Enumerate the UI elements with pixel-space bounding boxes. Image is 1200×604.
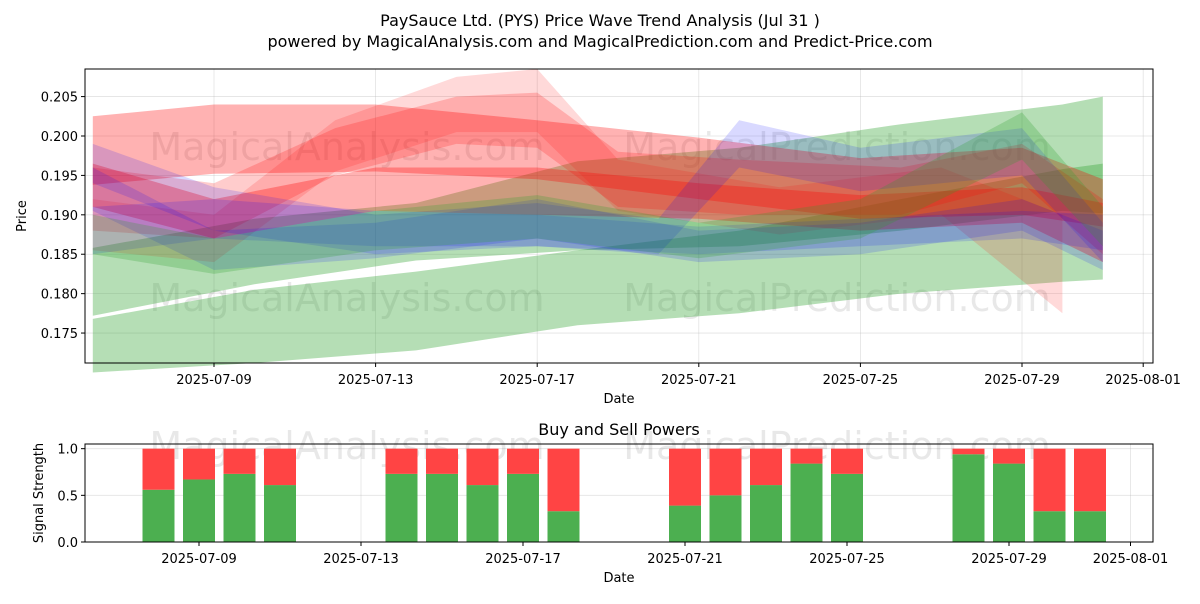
watermark-text: MagicalPrediction.com	[623, 276, 1051, 320]
chart-subtitle: powered by MagicalAnalysis.com and Magic…	[267, 32, 932, 51]
sell-power-bar	[507, 448, 539, 474]
watermark-text: MagicalPrediction.com	[623, 125, 1051, 169]
sell-power-bar	[952, 448, 985, 455]
price-y-tick-label: 0.200	[41, 130, 78, 145]
signal-x-tick-label: 2025-07-09	[161, 552, 237, 567]
price-panel: MagicalAnalysis.com MagicalPrediction.com…	[15, 68, 1181, 407]
buy-power-bar	[669, 505, 701, 542]
price-y-tick-label: 0.175	[41, 327, 78, 342]
sell-power-bar	[993, 448, 1025, 464]
price-wave-band-blue	[92, 167, 1103, 270]
signal-x-ticks: 2025-07-09 2025-07-13 2025-07-17 2025-07-21…	[161, 542, 1168, 567]
price-wave-band-green	[92, 112, 1103, 274]
signal-x-tick-label: 2025-07-29	[971, 552, 1047, 567]
price-x-tick-label: 2025-07-09	[176, 373, 252, 388]
watermark-text: MagicalAnalysis.com	[149, 276, 544, 320]
price-wave-band-red	[92, 104, 1103, 227]
buy-power-bar	[507, 473, 539, 542]
price-wave-band-green	[92, 96, 1103, 316]
price-y-ticks: 0.175 0.180 0.185 0.190 0.195 0.200 0.205	[41, 91, 85, 342]
price-y-tick-label: 0.205	[41, 91, 78, 106]
signal-title: Buy and Sell Powers	[538, 420, 700, 439]
buy-power-bar	[993, 463, 1025, 542]
price-x-tick-label: 2025-07-25	[823, 373, 899, 388]
buy-power-bar	[709, 495, 742, 542]
buy-power-bar	[264, 485, 296, 542]
signal-panel: Buy and Sell Powers MagicalAnalysis.com M…	[32, 420, 1168, 586]
price-x-tick-label: 2025-08-01	[1105, 373, 1181, 388]
sell-power-bar	[466, 448, 499, 486]
buy-power-bar	[790, 463, 823, 542]
price-y-tick-label: 0.180	[41, 288, 78, 303]
sell-power-bar	[264, 448, 296, 486]
buy-power-bar	[952, 454, 985, 542]
buy-power-bar	[1033, 511, 1066, 542]
sell-power-bar	[1033, 448, 1066, 512]
signal-x-tick-label: 2025-08-01	[1093, 552, 1169, 567]
sell-power-bar	[709, 448, 742, 496]
buy-power-bar	[142, 489, 175, 542]
signal-y-axis-label: Signal Strength	[32, 443, 47, 543]
price-wave-band-red	[92, 92, 1103, 255]
price-wave-band-red	[92, 163, 1103, 263]
price-wave-band-blue	[92, 199, 1103, 255]
price-y-axis-label: Price	[15, 200, 30, 232]
price-y-tick-label: 0.195	[41, 169, 78, 184]
signal-x-tick-label: 2025-07-17	[485, 552, 561, 567]
price-wave-band-green	[92, 163, 1103, 373]
signal-y-tick-label: 0.5	[57, 489, 78, 504]
sell-power-bar	[385, 448, 418, 474]
buy-power-bar	[1074, 511, 1106, 542]
buy-power-bar	[223, 473, 256, 542]
price-wave-band-blue	[92, 120, 1103, 263]
price-bands	[92, 69, 1103, 373]
price-y-tick-label: 0.185	[41, 248, 78, 263]
price-x-tick-label: 2025-07-21	[661, 373, 737, 388]
price-x-tick-label: 2025-07-29	[984, 373, 1060, 388]
signal-y-ticks: 0.0 0.5 1.0	[57, 443, 85, 551]
buy-power-bar	[183, 479, 215, 542]
price-x-ticks: 2025-07-09 2025-07-13 2025-07-17 2025-07-21…	[176, 363, 1181, 388]
sell-power-bar	[750, 448, 782, 486]
buy-power-bar	[750, 485, 782, 542]
buy-power-bar	[466, 485, 499, 542]
sell-power-bar	[831, 448, 863, 474]
price-watermarks: MagicalAnalysis.com MagicalPrediction.com…	[149, 125, 1050, 320]
sell-power-bar	[183, 448, 215, 480]
sell-power-bar	[547, 448, 580, 512]
sell-power-bar	[426, 448, 458, 474]
buy-power-bar	[831, 473, 863, 542]
price-x-tick-label: 2025-07-13	[338, 373, 414, 388]
signal-y-tick-label: 0.0	[57, 536, 78, 551]
signal-x-axis-label: Date	[603, 571, 634, 586]
sell-power-bar	[790, 448, 823, 464]
signal-x-tick-label: 2025-07-25	[809, 552, 885, 567]
sell-power-bar	[1074, 448, 1106, 512]
sell-power-bar	[142, 448, 175, 490]
signal-x-tick-label: 2025-07-13	[323, 552, 399, 567]
price-grid	[85, 69, 1153, 363]
signal-bars	[142, 448, 1106, 542]
buy-power-bar	[385, 473, 418, 542]
price-wave-band-red	[92, 69, 1063, 314]
signal-y-tick-label: 1.0	[57, 443, 78, 458]
price-plot-frame	[84, 68, 1154, 364]
price-y-tick-label: 0.190	[41, 209, 78, 224]
buy-power-bar	[426, 473, 458, 542]
price-x-axis-label: Date	[603, 392, 634, 407]
sell-power-bar	[223, 448, 256, 474]
chart-title: PaySauce Ltd. (PYS) Price Wave Trend Ana…	[380, 11, 820, 30]
signal-plot-frame	[84, 443, 1154, 543]
buy-power-bar	[547, 511, 580, 542]
signal-x-tick-label: 2025-07-21	[647, 552, 723, 567]
price-x-tick-label: 2025-07-17	[499, 373, 575, 388]
watermark-text: MagicalAnalysis.com	[149, 125, 544, 169]
sell-power-bar	[669, 448, 701, 506]
